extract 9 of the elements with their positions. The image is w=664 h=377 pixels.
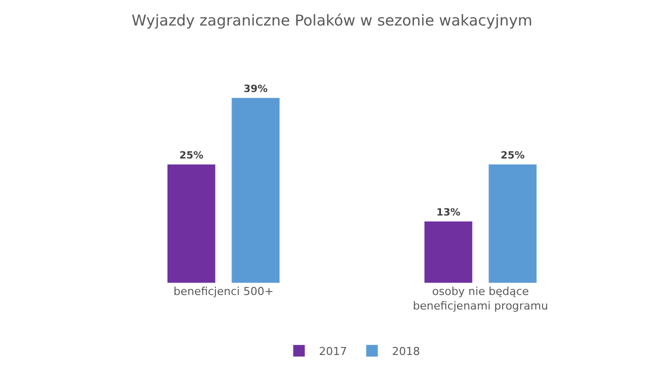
x-tick-label: beneficjenci 500+ [173,285,274,298]
data-label: 13% [436,207,460,218]
data-label: 39% [244,84,268,95]
legend-label: 2017 [319,345,347,358]
x-tick-label: osoby nie będące beneficjenami programu [412,285,548,312]
legend-label: 2018 [392,345,420,358]
data-label: 25% [500,150,525,162]
chart-title: Wyjazdy zagraniczne Polaków w sezonie wakacyjnym [132,12,532,30]
data-label: 25% [179,150,204,162]
